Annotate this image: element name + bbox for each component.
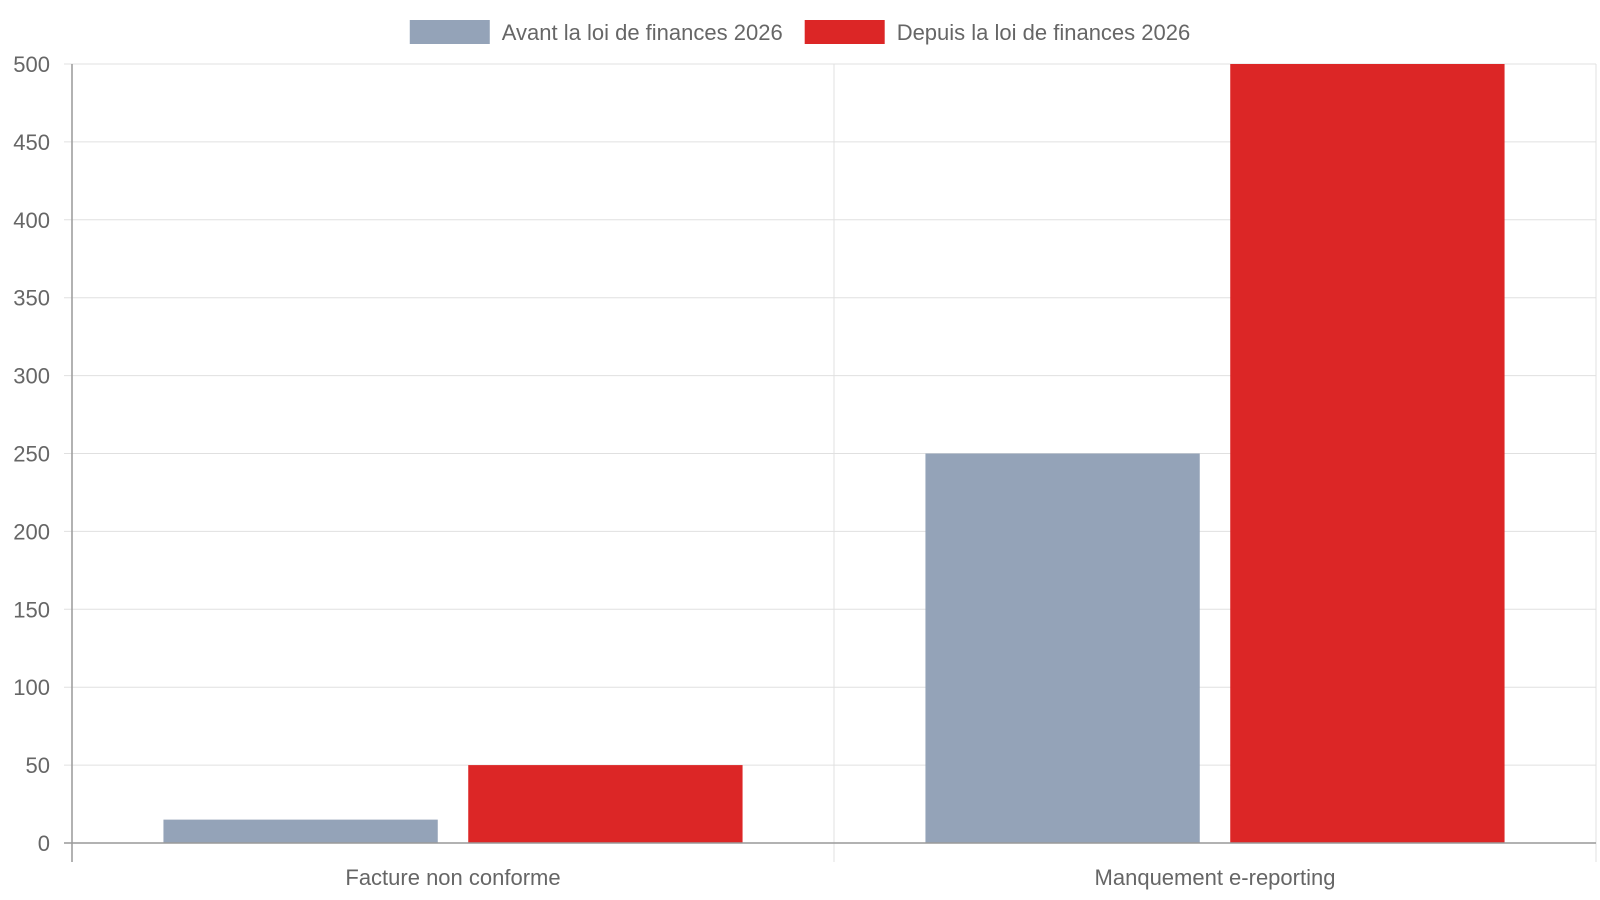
- legend-swatch: [804, 20, 885, 44]
- x-tick-label: Facture non conforme: [345, 865, 560, 890]
- y-tick-label: 350: [13, 286, 50, 311]
- legend-label: Depuis la loi de finances 2026: [897, 20, 1191, 45]
- y-tick-label: 50: [26, 753, 50, 778]
- y-tick-label: 450: [13, 130, 50, 155]
- legend-label: Avant la loi de finances 2026: [502, 20, 783, 45]
- legend-item[interactable]: Depuis la loi de finances 2026: [804, 20, 1191, 45]
- y-tick-label: 150: [13, 597, 50, 622]
- bars: [163, 64, 1505, 844]
- y-tick-label: 100: [13, 675, 50, 700]
- y-axis-ticks: 0 50 100 150 200 250 300 350 400 450 500: [13, 52, 50, 856]
- y-tick-label: 500: [13, 52, 50, 77]
- legend[interactable]: Avant la loi de finances 2026 Depuis la l…: [409, 20, 1191, 45]
- y-tick-label: 400: [13, 208, 50, 233]
- legend-swatch: [409, 20, 490, 44]
- axes: [64, 64, 1596, 862]
- bar[interactable]: [163, 819, 438, 843]
- bar[interactable]: [468, 765, 743, 843]
- y-tick-label: 200: [13, 519, 50, 544]
- x-axis-labels: Facture non conforme Manquement e-reporti…: [345, 865, 1335, 890]
- bar[interactable]: [925, 453, 1200, 844]
- y-tick-label: 0: [38, 831, 50, 856]
- y-tick-label: 250: [13, 442, 50, 467]
- legend-item[interactable]: Avant la loi de finances 2026: [409, 20, 783, 45]
- x-tick-label: Manquement e-reporting: [1095, 865, 1336, 890]
- bar[interactable]: [1230, 64, 1505, 843]
- y-tick-label: 300: [13, 364, 50, 389]
